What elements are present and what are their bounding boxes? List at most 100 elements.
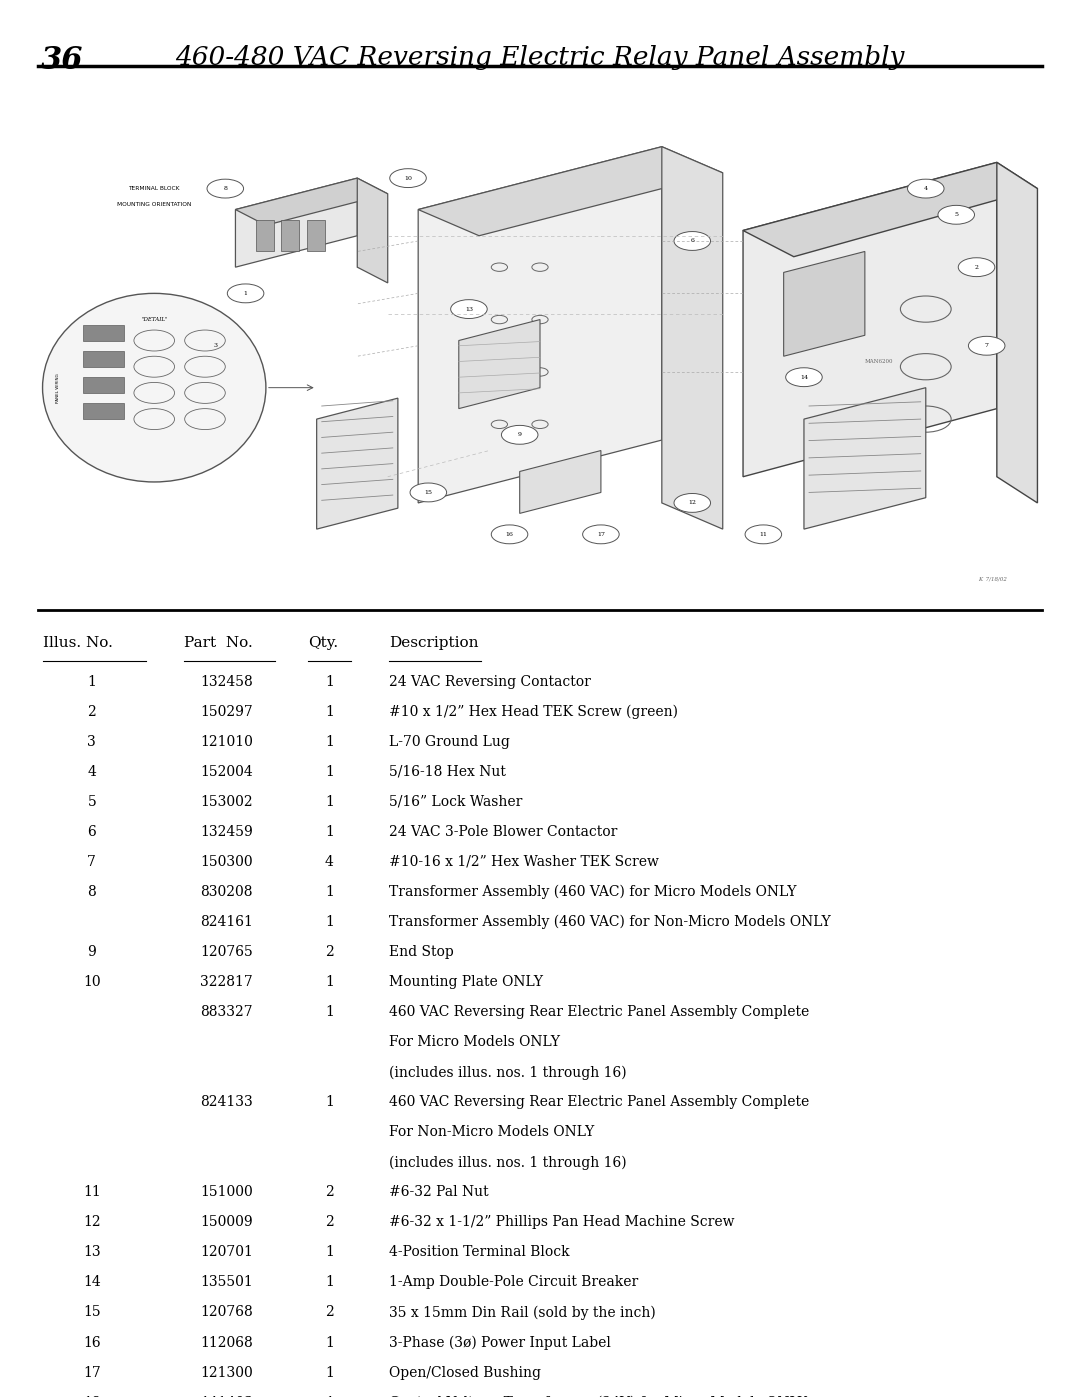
Text: 151000: 151000 xyxy=(201,1186,253,1200)
Text: 1: 1 xyxy=(325,824,334,840)
Text: 11: 11 xyxy=(83,1186,100,1200)
Text: PANEL WIRING: PANEL WIRING xyxy=(56,373,59,402)
Text: 8: 8 xyxy=(224,186,227,191)
Text: 5: 5 xyxy=(955,212,958,218)
Text: 16: 16 xyxy=(505,532,513,536)
Text: For Non-Micro Models ONLY: For Non-Micro Models ONLY xyxy=(389,1126,594,1140)
Polygon shape xyxy=(519,450,600,514)
Circle shape xyxy=(450,300,487,319)
Text: 2: 2 xyxy=(325,946,334,960)
Polygon shape xyxy=(459,320,540,409)
Text: 150297: 150297 xyxy=(201,705,253,719)
Text: 1: 1 xyxy=(325,1336,334,1350)
Circle shape xyxy=(491,525,528,543)
Text: Open/Closed Bushing: Open/Closed Bushing xyxy=(389,1366,541,1380)
Text: 460 VAC Reversing Rear Electric Panel Assembly Complete: 460 VAC Reversing Rear Electric Panel As… xyxy=(389,1095,809,1109)
Circle shape xyxy=(390,169,427,187)
Polygon shape xyxy=(804,388,926,529)
Text: 1: 1 xyxy=(325,675,334,689)
Text: 120768: 120768 xyxy=(201,1306,253,1320)
Circle shape xyxy=(674,493,711,513)
Text: 10: 10 xyxy=(404,176,413,180)
Text: 4: 4 xyxy=(325,855,334,869)
Text: Mounting Plate ONLY: Mounting Plate ONLY xyxy=(389,975,543,989)
Text: 153002: 153002 xyxy=(201,795,253,809)
Polygon shape xyxy=(784,251,865,356)
Text: 24 VAC Reversing Contactor: 24 VAC Reversing Contactor xyxy=(389,675,591,689)
Circle shape xyxy=(745,525,782,543)
Text: 4-Position Terminal Block: 4-Position Terminal Block xyxy=(389,1246,569,1260)
Text: 132459: 132459 xyxy=(201,824,253,840)
Text: 2: 2 xyxy=(325,1306,334,1320)
Polygon shape xyxy=(235,179,357,267)
Bar xyxy=(83,404,124,419)
Polygon shape xyxy=(235,179,388,225)
Circle shape xyxy=(197,337,233,355)
Bar xyxy=(281,221,299,251)
Text: #10 x 1/2” Hex Head TEK Screw (green): #10 x 1/2” Hex Head TEK Screw (green) xyxy=(389,705,678,719)
Text: 1: 1 xyxy=(325,975,334,989)
Text: (includes illus. nos. 1 through 16): (includes illus. nos. 1 through 16) xyxy=(389,1066,626,1080)
Bar xyxy=(256,221,274,251)
Text: 4: 4 xyxy=(87,766,96,780)
Text: Transformer Assembly (460 VAC) for Micro Models ONLY: Transformer Assembly (460 VAC) for Micro… xyxy=(389,886,796,900)
Ellipse shape xyxy=(42,293,266,482)
Text: 3: 3 xyxy=(213,344,217,348)
Text: 9: 9 xyxy=(87,946,96,960)
Polygon shape xyxy=(357,179,388,284)
Text: 150300: 150300 xyxy=(201,855,253,869)
Text: MOUNTING ORIENTATION: MOUNTING ORIENTATION xyxy=(117,201,191,207)
Circle shape xyxy=(582,525,619,543)
Text: 1: 1 xyxy=(325,1366,334,1380)
Text: 121300: 121300 xyxy=(201,1366,253,1380)
Polygon shape xyxy=(743,162,1038,257)
Circle shape xyxy=(674,232,711,250)
Text: 5: 5 xyxy=(87,795,96,809)
Text: 112068: 112068 xyxy=(201,1336,253,1350)
Text: Description: Description xyxy=(389,636,478,650)
Text: 13: 13 xyxy=(464,306,473,312)
Text: 460-480 VAC Reversing Electric Relay Panel Assembly: 460-480 VAC Reversing Electric Relay Pan… xyxy=(175,45,905,70)
Circle shape xyxy=(410,483,447,502)
Text: #6-32 x 1-1/2” Phillips Pan Head Machine Screw: #6-32 x 1-1/2” Phillips Pan Head Machine… xyxy=(389,1215,734,1229)
Bar xyxy=(83,326,124,341)
Polygon shape xyxy=(418,147,662,503)
Bar xyxy=(307,221,325,251)
Circle shape xyxy=(937,205,974,225)
Text: 11: 11 xyxy=(759,532,768,536)
Text: 13: 13 xyxy=(83,1246,100,1260)
Circle shape xyxy=(907,179,944,198)
Text: 1: 1 xyxy=(325,735,334,749)
Text: 14: 14 xyxy=(800,374,808,380)
Text: End Stop: End Stop xyxy=(389,946,454,960)
Text: 7: 7 xyxy=(985,344,988,348)
Text: 2: 2 xyxy=(974,264,978,270)
Text: 1: 1 xyxy=(325,766,334,780)
Text: 1: 1 xyxy=(325,1006,334,1020)
Text: 121010: 121010 xyxy=(201,735,253,749)
Text: 2: 2 xyxy=(325,1186,334,1200)
Text: 15: 15 xyxy=(83,1306,100,1320)
Text: 120765: 120765 xyxy=(201,946,253,960)
Polygon shape xyxy=(316,398,397,529)
Circle shape xyxy=(207,179,244,198)
Text: 120701: 120701 xyxy=(201,1246,253,1260)
Text: 5/16-18 Hex Nut: 5/16-18 Hex Nut xyxy=(389,766,505,780)
Bar xyxy=(83,351,124,367)
Text: 17: 17 xyxy=(597,532,605,536)
Text: (includes illus. nos. 1 through 16): (includes illus. nos. 1 through 16) xyxy=(389,1155,626,1169)
Text: Qty.: Qty. xyxy=(308,636,338,650)
Polygon shape xyxy=(997,162,1038,503)
Text: #6-32 Pal Nut: #6-32 Pal Nut xyxy=(389,1186,488,1200)
Text: 1: 1 xyxy=(325,795,334,809)
Text: 12: 12 xyxy=(688,500,697,506)
Text: 1: 1 xyxy=(325,1246,334,1260)
Text: 16: 16 xyxy=(83,1336,100,1350)
Polygon shape xyxy=(418,147,723,236)
Text: 6: 6 xyxy=(690,239,694,243)
Text: 460 VAC Reversing Rear Electric Panel Assembly Complete: 460 VAC Reversing Rear Electric Panel As… xyxy=(389,1006,809,1020)
Text: 2: 2 xyxy=(87,705,96,719)
Text: Illus. No.: Illus. No. xyxy=(43,636,113,650)
Text: 135501: 135501 xyxy=(201,1275,253,1289)
Text: 1: 1 xyxy=(325,705,334,719)
